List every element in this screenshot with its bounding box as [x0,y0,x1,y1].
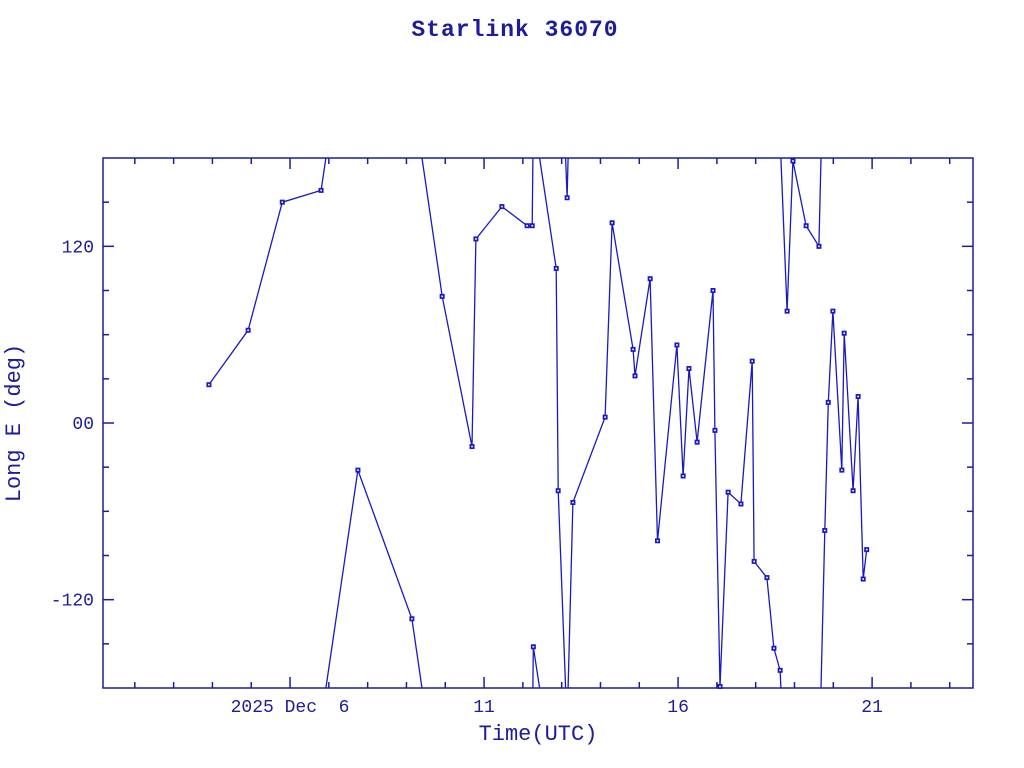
data-series-line [820,311,868,689]
data-point-marker-center [320,189,322,192]
data-point-marker-center [841,469,843,471]
y-tick-label: 120 [62,238,94,258]
data-point-marker-center [208,383,210,386]
data-point-marker-center [792,160,794,162]
data-point-marker-center [471,445,473,448]
y-axis-title: Long E (deg) [2,344,27,502]
data-series-line [780,157,822,312]
data-point-marker-center [862,578,864,580]
data-series-line [567,222,782,689]
data-point-marker-center [656,539,659,542]
data-point-marker-center [766,576,768,579]
data-point-marker-center [555,267,558,270]
data-point-marker-center [634,375,636,377]
data-point-marker-center [773,647,775,650]
data-point-marker-center [714,429,716,432]
data-series-line [564,157,569,198]
x-tick-label: 11 [473,698,495,718]
data-point-marker-center [531,224,533,227]
data-series [208,157,868,689]
data-series-line [325,469,423,689]
data-point-marker-center [281,201,284,203]
data-markers [206,158,870,690]
data-point-marker-center [818,245,820,248]
data-series-line [208,157,327,386]
data-point-marker-center [740,503,742,505]
data-point-marker-center [712,289,714,292]
data-point-marker-center [526,224,528,227]
data-point-marker-center [719,685,721,688]
data-point-marker-center [572,501,574,504]
x-tick-label: 16 [667,698,689,718]
x-tick-label: 2025 Dec 6 [231,698,350,718]
data-point-marker-center [475,238,477,240]
data-series-line [532,646,541,689]
data-point-marker-center [649,277,651,280]
y-tick-label: 00 [72,415,94,435]
x-axis-title: Time(UTC) [479,722,598,747]
x-tick-label: 21 [861,698,883,718]
data-point-marker-center [779,669,781,672]
data-point-marker-center [611,221,613,224]
data-point-marker-center [441,295,443,298]
data-point-marker-center [865,548,868,551]
data-series-line [421,157,534,447]
axis-labels: 2025 Dec 6 11 16 21 120 00 -120 Time(UTC) Long E… [2,238,883,747]
data-point-marker-center [411,618,413,620]
data-point-marker-center [688,367,690,370]
y-tick-label: -120 [51,592,94,612]
data-point-marker-center [827,401,830,404]
data-point-marker-center [852,489,854,492]
data-point-marker-center [682,475,684,477]
data-point-marker-center [676,344,678,346]
data-point-marker-center [751,360,754,362]
data-series-line [538,157,567,689]
data-point-marker-center [805,224,807,227]
page-title: Starlink 36070 [411,17,619,43]
data-point-marker-center [357,469,359,471]
data-point-marker-center [604,416,606,418]
data-point-marker-center [823,529,826,532]
data-point-marker-center [727,491,729,493]
data-point-marker-center [786,310,788,312]
data-point-marker-center [247,329,249,332]
data-point-marker-center [532,645,535,648]
data-point-marker-center [753,560,755,563]
data-point-marker-center [857,395,859,398]
data-point-marker-center [843,332,845,334]
axes [102,157,974,689]
data-point-marker-center [632,348,634,351]
data-point-marker-center [832,310,834,312]
data-point-marker-center [696,441,698,443]
data-point-marker-center [501,205,503,208]
data-point-marker-center [566,196,568,199]
data-point-marker-center [557,489,559,492]
